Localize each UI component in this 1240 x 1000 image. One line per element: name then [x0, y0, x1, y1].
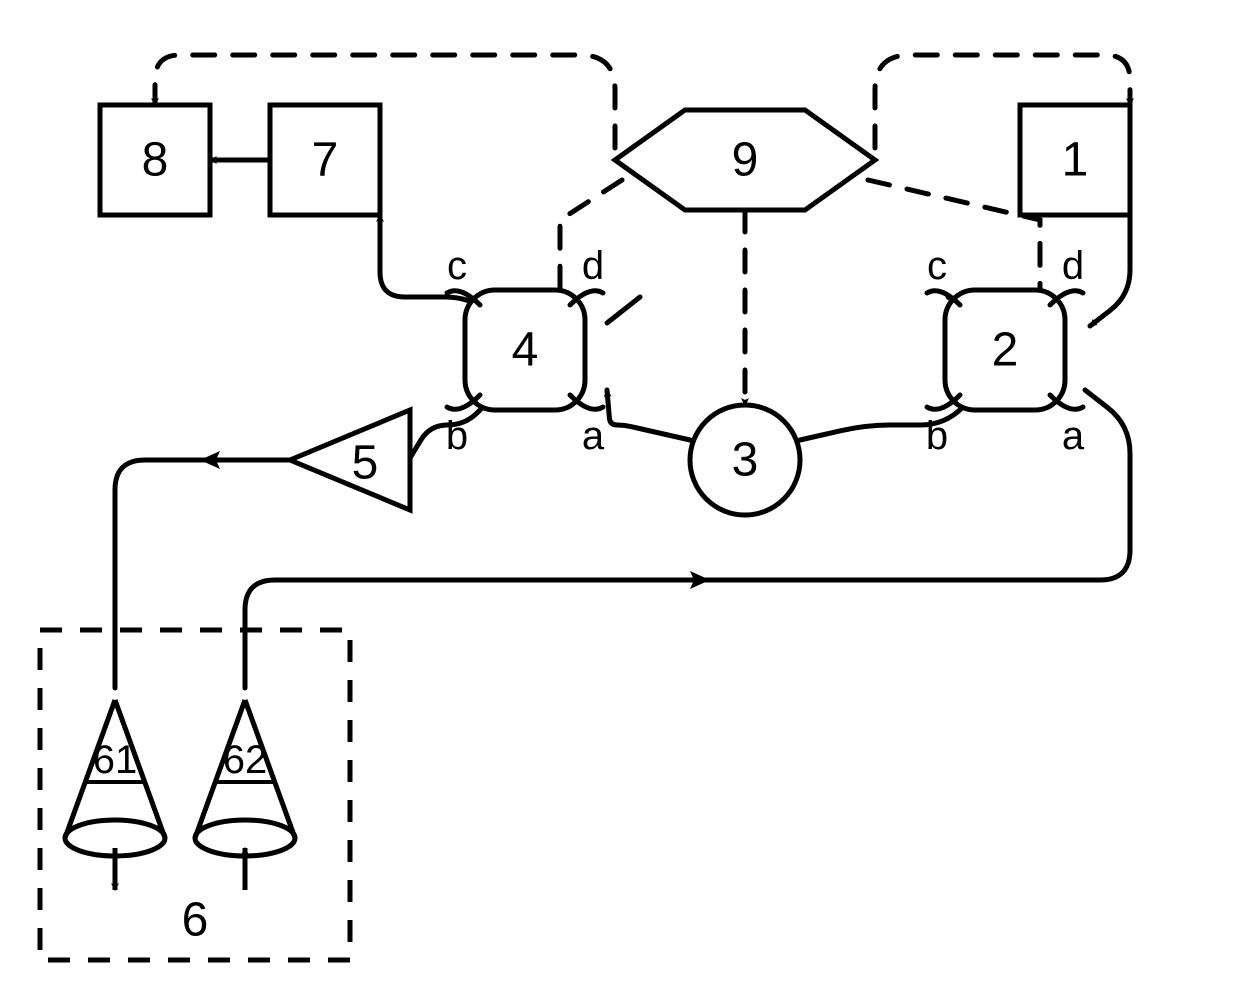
port-b: b: [446, 414, 468, 458]
diagram-canvas: 1bacd23bacd4566162789: [0, 0, 1240, 1000]
port-a: a: [1062, 414, 1085, 458]
node-label-n5: 5: [352, 437, 379, 490]
edge-e-4d-in: [607, 297, 640, 323]
node-label-n6: 6: [182, 894, 209, 947]
node-label-n3: 3: [732, 434, 759, 487]
edge-e-1-2d: [1090, 215, 1130, 326]
node-label-n4: 4: [512, 324, 539, 377]
node-label-n9: 9: [732, 134, 759, 187]
edge-e-9-8: [155, 55, 615, 148]
edge-e-5-61: [115, 460, 290, 688]
node-label-n8: 8: [142, 134, 169, 187]
node-label-n1: 1: [1062, 134, 1089, 187]
port-a: a: [582, 414, 605, 458]
node-label-n2: 2: [992, 324, 1019, 377]
node-n5: [290, 410, 410, 510]
port-c: c: [447, 244, 467, 288]
edge-e-9-2: [868, 180, 1040, 297]
port-b: b: [926, 414, 948, 458]
port-d: d: [1062, 244, 1084, 288]
node-label-n7: 7: [312, 134, 339, 187]
edge-e-3-4a: [607, 390, 690, 440]
port-d: d: [582, 244, 604, 288]
nodes-layer: 1bacd23bacd4566162789: [40, 105, 1130, 960]
node-label-n62: 62: [223, 738, 268, 782]
port-c: c: [927, 244, 947, 288]
node-label-n61: 61: [93, 738, 138, 782]
